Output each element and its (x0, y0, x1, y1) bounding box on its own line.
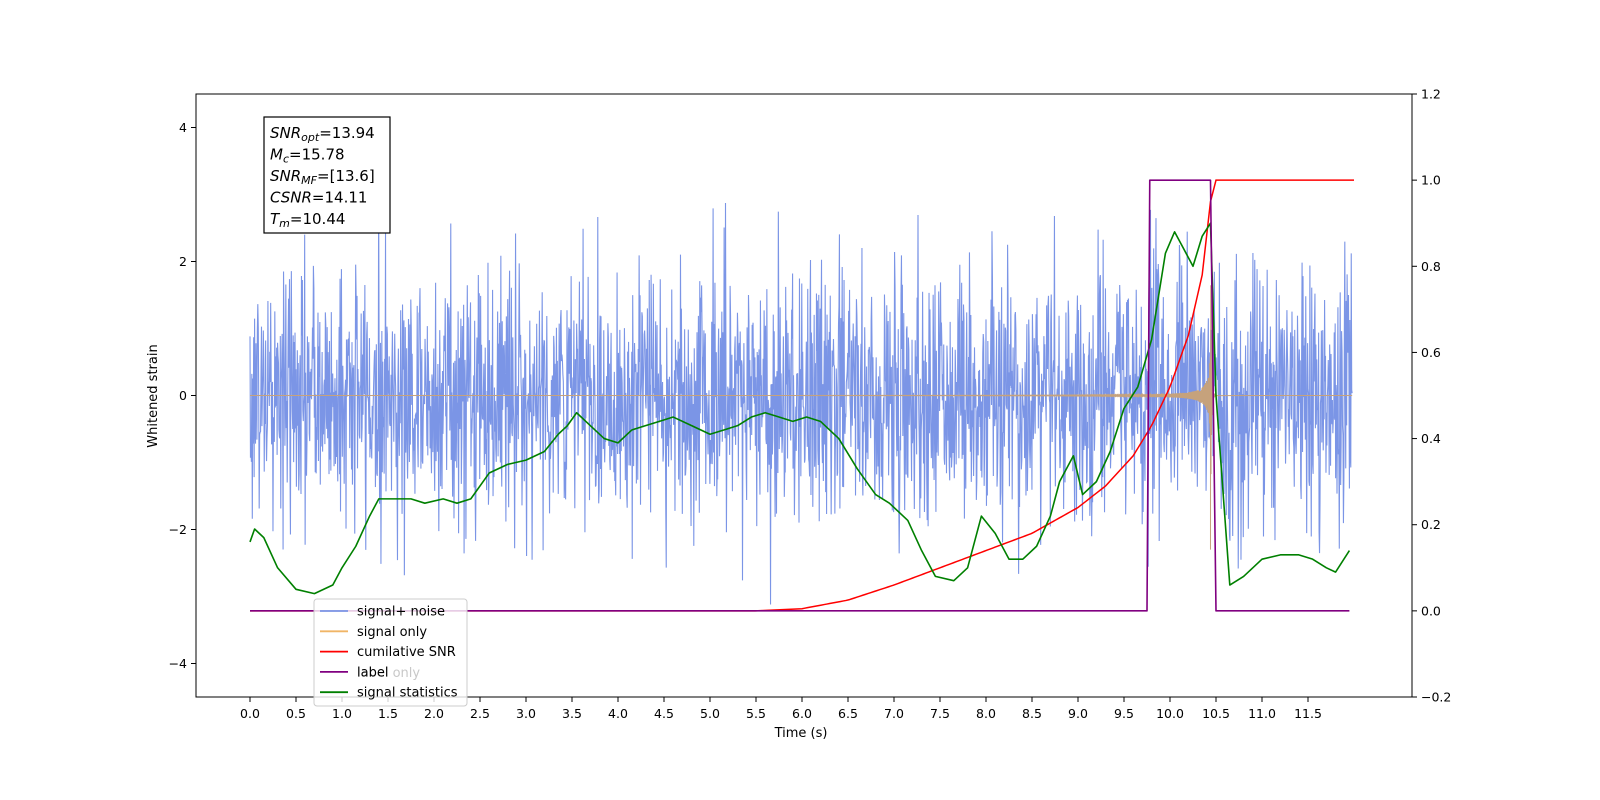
x-tick-label: 11.0 (1248, 706, 1276, 721)
series-label (250, 179, 1350, 612)
y2-tick-label: 0.4 (1421, 431, 1441, 446)
y-tick-label: 2 (179, 254, 187, 269)
y2-tick-label: 0.6 (1421, 345, 1441, 360)
legend-label: cumilative SNR (357, 645, 456, 660)
series-signal-only (250, 285, 1353, 550)
x-tick-label: 9.5 (1114, 706, 1134, 721)
x-tick-label: 5.5 (746, 706, 766, 721)
info-line: SNRopt=13.94 (270, 124, 375, 144)
y-tick-label: 4 (179, 120, 187, 135)
y2-tick-label: 0.8 (1421, 259, 1441, 274)
info-box-frame (263, 116, 391, 234)
x-tick-label: 10.0 (1156, 706, 1184, 721)
x-tick-label: 8.5 (1022, 706, 1042, 721)
legend-hidden-text: label only (357, 666, 420, 681)
x-tick-label: 1.5 (378, 706, 398, 721)
x-tick-label: 6.0 (792, 706, 812, 721)
x-axis-label: Time (s) (774, 726, 828, 741)
legend-label: signal statistics (357, 686, 458, 701)
legend-items: signal+ noise signal only cumilative SNR la… (320, 605, 458, 701)
x-tick-label: 7.0 (884, 706, 904, 721)
x-tick-label: 9.0 (1068, 706, 1088, 721)
info-line: CSNR=14.11 (270, 189, 367, 207)
x-tick-label: 4.5 (654, 706, 674, 721)
series-signal-statistics (249, 222, 1351, 595)
info-line: Tm=10.44 (270, 210, 345, 230)
y-axis-left: 4 2 0 −2 −4 (169, 120, 196, 671)
y-tick-label: −2 (169, 522, 187, 537)
legend-label: label (357, 665, 388, 680)
series-layer (249, 179, 1354, 612)
x-tick-label: 10.5 (1202, 706, 1230, 721)
x-tick-label: 1.0 (332, 706, 352, 721)
x-tick-label: 5.0 (700, 706, 720, 721)
x-tick-label: 8.0 (976, 706, 996, 721)
x-tick-label: 4.0 (608, 706, 628, 721)
x-tick-label: 2.0 (424, 706, 444, 721)
info-line: Mc=15.78 (270, 146, 345, 166)
y2-tick-label: 0.2 (1421, 517, 1441, 532)
legend: label only signal+ noise signal only cumil… (313, 598, 468, 707)
y2-tick-label: 0.0 (1421, 603, 1441, 618)
x-tick-label: 6.5 (838, 706, 858, 721)
x-tick-label: 0.5 (286, 706, 306, 721)
legend-label: signal+ noise (357, 605, 445, 620)
y-tick-label: −4 (169, 656, 187, 671)
y2-tick-label: 1.2 (1421, 87, 1441, 102)
info-line: SNRMF=[13.6] (270, 167, 375, 187)
x-tick-label: 3.0 (516, 706, 536, 721)
y-axis-label: Whitened strain (146, 344, 161, 447)
x-tick-label: 7.5 (930, 706, 950, 721)
x-tick-label: 11.5 (1294, 706, 1322, 721)
y-axis-right: 1.2 1.0 0.8 0.6 0.4 0.2 0.0 −0.2 (1412, 87, 1451, 705)
x-axis: 0.0 0.5 1.0 1.5 2.0 2.5 3.0 3.5 4.0 4.5 5.0 5.5 6.0 6… (240, 697, 1322, 721)
x-tick-label: 2.5 (470, 706, 490, 721)
y-tick-label: 0 (179, 388, 187, 403)
series-signal-noise (249, 190, 1353, 605)
x-tick-label: 0.0 (240, 706, 260, 721)
legend-frame (313, 598, 468, 707)
legend-label: signal only (357, 625, 427, 640)
y2-tick-label: 1.0 (1421, 173, 1441, 188)
y2-tick-label: −0.2 (1421, 690, 1451, 705)
x-tick-label: 3.5 (562, 706, 582, 721)
